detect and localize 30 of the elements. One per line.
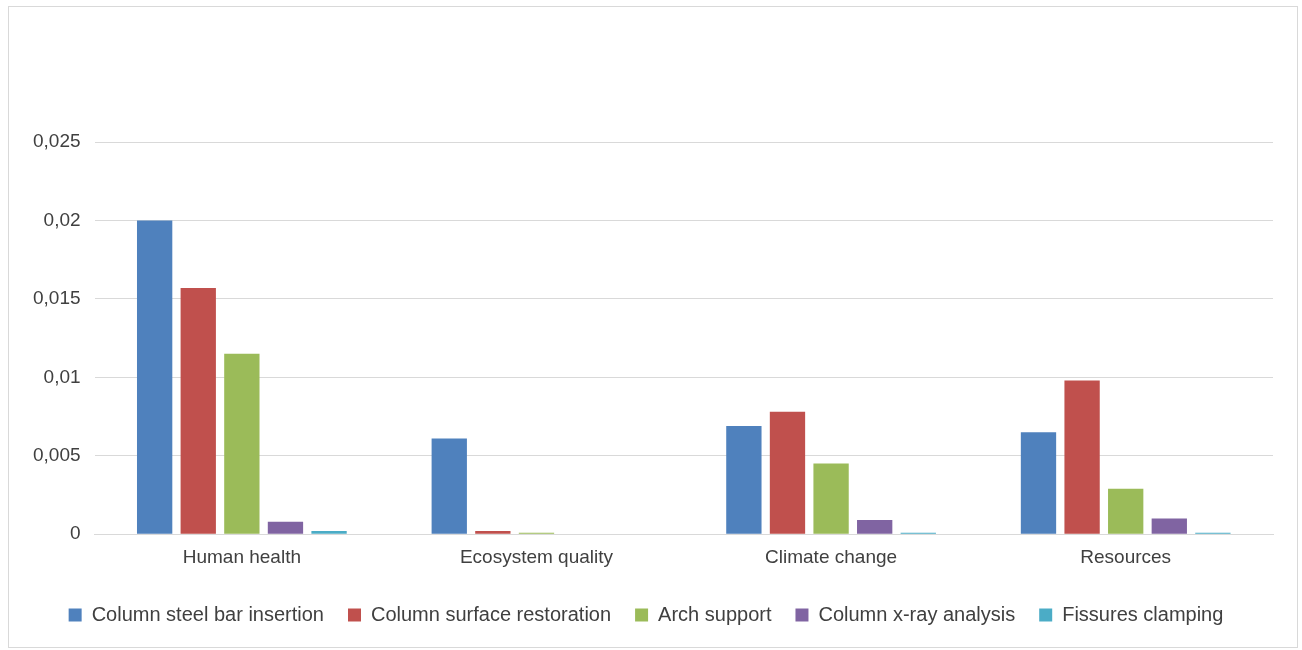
y-tick-label: 0,02	[43, 208, 81, 230]
bar	[136, 220, 173, 534]
y-tick-label: 0,01	[43, 365, 81, 387]
legend-label: Arch support	[658, 602, 772, 625]
legend-label: Column surface restoration	[370, 602, 612, 625]
bar	[857, 520, 893, 534]
x-tick-label: Climate change	[765, 545, 898, 567]
bar	[1064, 380, 1100, 534]
x-tick-label: Ecosystem quality	[459, 545, 614, 567]
legend-label: Fissures clamping	[1062, 602, 1224, 625]
bar	[726, 425, 762, 534]
x-tick-label: Resources	[1080, 545, 1172, 567]
bar	[769, 411, 806, 534]
bar	[813, 463, 849, 534]
bar	[1151, 518, 1187, 534]
bar	[224, 353, 260, 534]
y-tick-label: 0,025	[33, 130, 81, 152]
bar	[1108, 488, 1144, 534]
bar	[1020, 432, 1057, 534]
y-tick-label: 0,005	[33, 443, 81, 465]
y-tick-label: 0,015	[33, 287, 81, 309]
bar	[180, 287, 216, 534]
x-tick-label: Human health	[182, 545, 301, 567]
bar	[267, 521, 304, 534]
bar	[475, 531, 511, 534]
legend-label: Column steel bar insertion	[91, 602, 324, 625]
bar	[431, 438, 467, 534]
legend-label: Column x-ray analysis	[818, 602, 1016, 625]
bar	[311, 531, 347, 534]
y-tick-label: 0	[69, 522, 81, 544]
